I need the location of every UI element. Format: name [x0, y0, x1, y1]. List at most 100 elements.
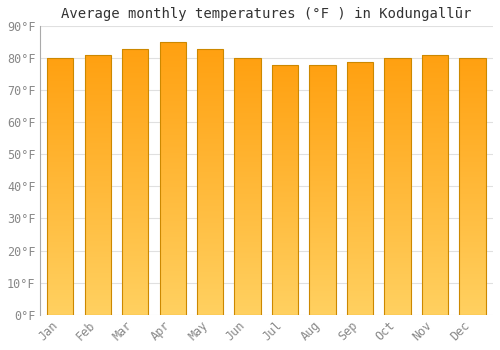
- Bar: [122, 255, 148, 256]
- Bar: [84, 170, 111, 172]
- Bar: [84, 88, 111, 89]
- Bar: [347, 80, 373, 82]
- Bar: [310, 98, 336, 100]
- Bar: [160, 94, 186, 96]
- Bar: [347, 208, 373, 210]
- Bar: [197, 140, 223, 142]
- Bar: [272, 81, 298, 82]
- Bar: [84, 148, 111, 150]
- Bar: [347, 270, 373, 272]
- Bar: [272, 206, 298, 207]
- Bar: [384, 211, 410, 212]
- Bar: [384, 257, 410, 258]
- Bar: [384, 241, 410, 243]
- Bar: [347, 118, 373, 120]
- Bar: [347, 293, 373, 294]
- Bar: [84, 258, 111, 259]
- Bar: [160, 236, 186, 237]
- Bar: [47, 263, 74, 265]
- Bar: [460, 224, 485, 225]
- Bar: [310, 93, 336, 95]
- Bar: [160, 154, 186, 155]
- Bar: [384, 191, 410, 193]
- Bar: [47, 119, 74, 120]
- Bar: [347, 276, 373, 278]
- Bar: [234, 211, 260, 212]
- Bar: [422, 139, 448, 141]
- Bar: [310, 70, 336, 71]
- Bar: [310, 268, 336, 270]
- Bar: [84, 141, 111, 142]
- Bar: [384, 156, 410, 157]
- Bar: [347, 275, 373, 276]
- Bar: [460, 61, 485, 62]
- Bar: [47, 215, 74, 216]
- Bar: [234, 174, 260, 175]
- Bar: [422, 196, 448, 198]
- Bar: [84, 139, 111, 141]
- Bar: [384, 284, 410, 285]
- Bar: [47, 202, 74, 203]
- Bar: [197, 130, 223, 131]
- Bar: [460, 163, 485, 164]
- Bar: [384, 76, 410, 78]
- Bar: [422, 269, 448, 271]
- Bar: [272, 275, 298, 276]
- Bar: [460, 102, 485, 103]
- Bar: [272, 168, 298, 170]
- Bar: [347, 120, 373, 121]
- Bar: [347, 116, 373, 117]
- Bar: [234, 304, 260, 306]
- Bar: [47, 70, 74, 71]
- Bar: [197, 75, 223, 77]
- Bar: [310, 253, 336, 254]
- Bar: [84, 255, 111, 256]
- Bar: [347, 91, 373, 92]
- Bar: [122, 190, 148, 191]
- Bar: [84, 67, 111, 68]
- Bar: [160, 185, 186, 187]
- Bar: [347, 94, 373, 96]
- Bar: [160, 293, 186, 294]
- Bar: [460, 282, 485, 284]
- Bar: [460, 251, 485, 252]
- Bar: [84, 147, 111, 148]
- Bar: [84, 252, 111, 254]
- Bar: [197, 120, 223, 122]
- Bar: [460, 216, 485, 217]
- Bar: [84, 234, 111, 236]
- Bar: [122, 95, 148, 97]
- Bar: [122, 212, 148, 214]
- Bar: [310, 285, 336, 286]
- Bar: [422, 117, 448, 119]
- Bar: [197, 168, 223, 170]
- Bar: [84, 68, 111, 69]
- Bar: [84, 276, 111, 277]
- Bar: [347, 79, 373, 81]
- Bar: [160, 78, 186, 79]
- Bar: [310, 144, 336, 145]
- Bar: [422, 180, 448, 181]
- Bar: [84, 304, 111, 306]
- Bar: [84, 254, 111, 255]
- Bar: [310, 190, 336, 191]
- Bar: [422, 229, 448, 230]
- Bar: [197, 174, 223, 175]
- Bar: [347, 224, 373, 225]
- Bar: [384, 304, 410, 306]
- Bar: [384, 122, 410, 124]
- Bar: [197, 244, 223, 245]
- Bar: [310, 173, 336, 175]
- Bar: [122, 192, 148, 194]
- Bar: [160, 48, 186, 49]
- Bar: [234, 257, 260, 258]
- Bar: [384, 154, 410, 156]
- Bar: [47, 270, 74, 271]
- Bar: [234, 252, 260, 253]
- Bar: [197, 163, 223, 164]
- Bar: [422, 166, 448, 167]
- Bar: [84, 63, 111, 64]
- Bar: [310, 110, 336, 111]
- Bar: [84, 168, 111, 169]
- Bar: [122, 54, 148, 55]
